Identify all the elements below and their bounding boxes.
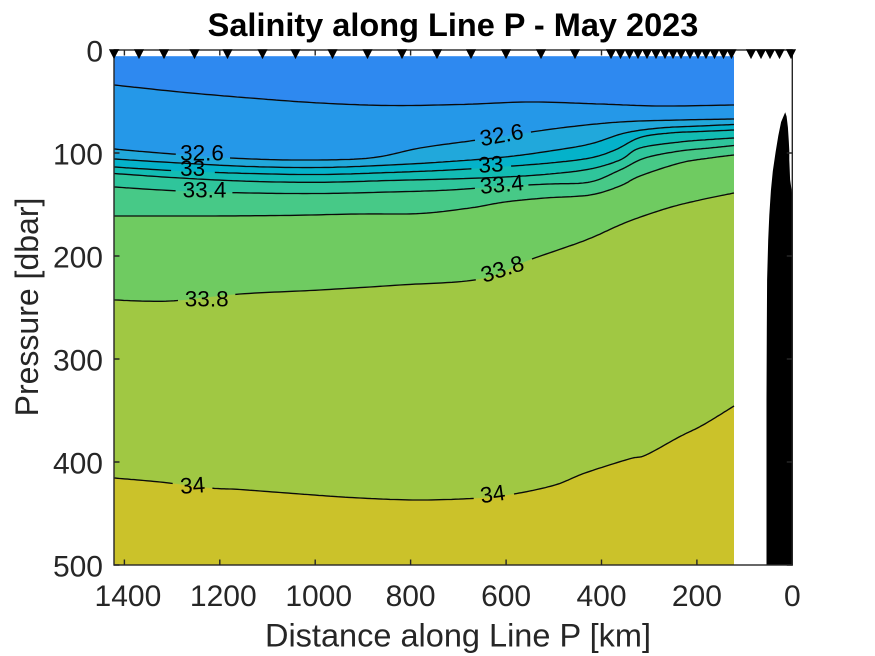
- svg-text:33.8: 33.8: [185, 287, 229, 312]
- svg-text:Distance along Line P [km]: Distance along Line P [km]: [265, 618, 651, 654]
- svg-text:34: 34: [179, 472, 206, 499]
- svg-text:100: 100: [53, 139, 103, 172]
- svg-text:600: 600: [481, 580, 531, 613]
- svg-text:33: 33: [180, 156, 205, 181]
- svg-text:500: 500: [53, 551, 103, 584]
- svg-text:1200: 1200: [190, 580, 257, 613]
- svg-text:Salinity along Line P - May 20: Salinity along Line P - May 2023: [208, 7, 699, 43]
- svg-text:32.6: 32.6: [180, 141, 224, 166]
- svg-text:400: 400: [53, 448, 103, 481]
- svg-text:Pressure [dbar]: Pressure [dbar]: [9, 198, 45, 417]
- svg-text:0: 0: [784, 580, 801, 613]
- svg-text:33: 33: [478, 151, 505, 178]
- svg-text:0: 0: [86, 36, 103, 69]
- svg-text:33.4: 33.4: [183, 178, 227, 203]
- svg-text:1000: 1000: [285, 580, 352, 613]
- svg-text:200: 200: [672, 580, 722, 613]
- svg-text:33.4: 33.4: [479, 170, 525, 199]
- svg-text:300: 300: [53, 345, 103, 378]
- svg-text:200: 200: [53, 242, 103, 275]
- svg-text:800: 800: [386, 580, 436, 613]
- svg-text:400: 400: [576, 580, 626, 613]
- svg-text:34: 34: [479, 480, 507, 508]
- svg-text:1400: 1400: [95, 580, 162, 613]
